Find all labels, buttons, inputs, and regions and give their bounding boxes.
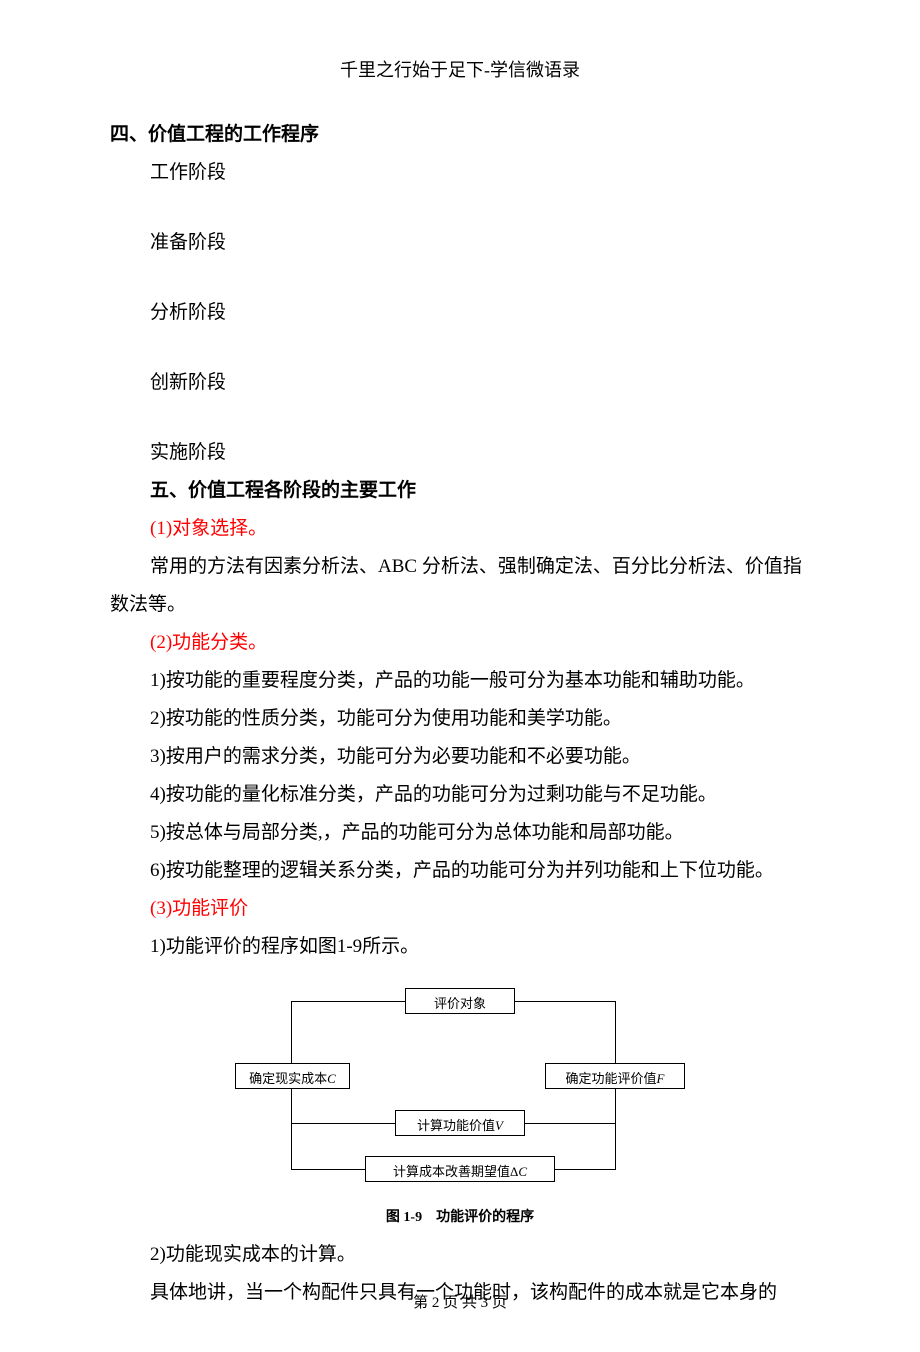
sub2-item: 2)按功能的性质分类，功能可分为使用功能和美学功能。 (110, 700, 810, 738)
flowchart-node-top: 评价对象 (405, 988, 515, 1014)
flowchart-node-right: 确定功能评价值F (545, 1063, 685, 1089)
sub2-title: (2)功能分类。 (110, 624, 810, 662)
flowchart-connector (615, 1089, 616, 1123)
sub3-line1: 1)功能评价的程序如图1-9所示。 (110, 928, 810, 966)
sub1-title: (1)对象选择。 (110, 510, 810, 548)
sub2-item: 3)按用户的需求分类，功能可分为必要功能和不必要功能。 (110, 738, 810, 776)
flowchart-connector (615, 1123, 616, 1169)
flowchart-connector (291, 1001, 292, 1063)
sub1-body: 常用的方法有因素分析法、ABC 分析法、强制确定法、百分比分析法、价值指数法等。 (110, 548, 810, 624)
sub2-item: 6)按功能整理的逻辑关系分类，产品的功能可分为并列功能和上下位功能。 (110, 852, 810, 890)
sub3-line2: 2)功能现实成本的计算。 (110, 1236, 810, 1274)
flowchart-connector (555, 1169, 616, 1170)
section5-heading: 五、价值工程各阶段的主要工作 (150, 472, 810, 510)
flowchart-connector (291, 1123, 292, 1169)
flowchart-connector (291, 1169, 365, 1170)
flowchart-connector (291, 1123, 395, 1124)
section4-item: 实施阶段 (110, 434, 810, 472)
spacer (110, 262, 810, 294)
flowchart-connector (525, 1123, 616, 1124)
flowchart-figure: 评价对象确定现实成本C 确定功能评价值F 计算功能价值V 计算成本改善期望值ΔC 图 … (110, 988, 810, 1226)
spacer (110, 332, 810, 364)
spacer (110, 402, 810, 434)
flowchart-node-mid: 计算功能价值V (395, 1110, 525, 1136)
spacer (110, 192, 810, 224)
flowchart-caption: 图 1-9 功能评价的程序 (386, 1206, 534, 1226)
sub3-title: (3)功能评价 (110, 890, 810, 928)
section4-item: 分析阶段 (110, 294, 810, 332)
section4-item: 工作阶段 (110, 154, 810, 192)
sub2-item: 5)按总体与局部分类,，产品的功能可分为总体功能和局部功能。 (110, 814, 810, 852)
flowchart-connector (291, 1089, 292, 1123)
section4-item: 准备阶段 (110, 224, 810, 262)
flowchart-node-left: 确定现实成本C (235, 1063, 350, 1089)
flowchart-canvas: 评价对象确定现实成本C 确定功能评价值F 计算功能价值V 计算成本改善期望值ΔC (235, 988, 685, 1188)
flowchart-connector (291, 1001, 405, 1002)
document-page: 千里之行始于足下-学信微语录 四、价值工程的工作程序 工作阶段 准备阶段 分析阶… (0, 0, 920, 1352)
sub2-item: 1)按功能的重要程度分类，产品的功能一般可分为基本功能和辅助功能。 (110, 662, 810, 700)
section4-heading: 四、价值工程的工作程序 (110, 116, 810, 154)
sub2-item: 4)按功能的量化标准分类，产品的功能可分为过剩功能与不足功能。 (110, 776, 810, 814)
flowchart-connector (515, 1001, 615, 1002)
page-header: 千里之行始于足下-学信微语录 (110, 56, 810, 82)
flowchart-node-bottom: 计算成本改善期望值ΔC (365, 1156, 555, 1182)
section4-item: 创新阶段 (110, 364, 810, 402)
flowchart-connector (615, 1001, 616, 1063)
